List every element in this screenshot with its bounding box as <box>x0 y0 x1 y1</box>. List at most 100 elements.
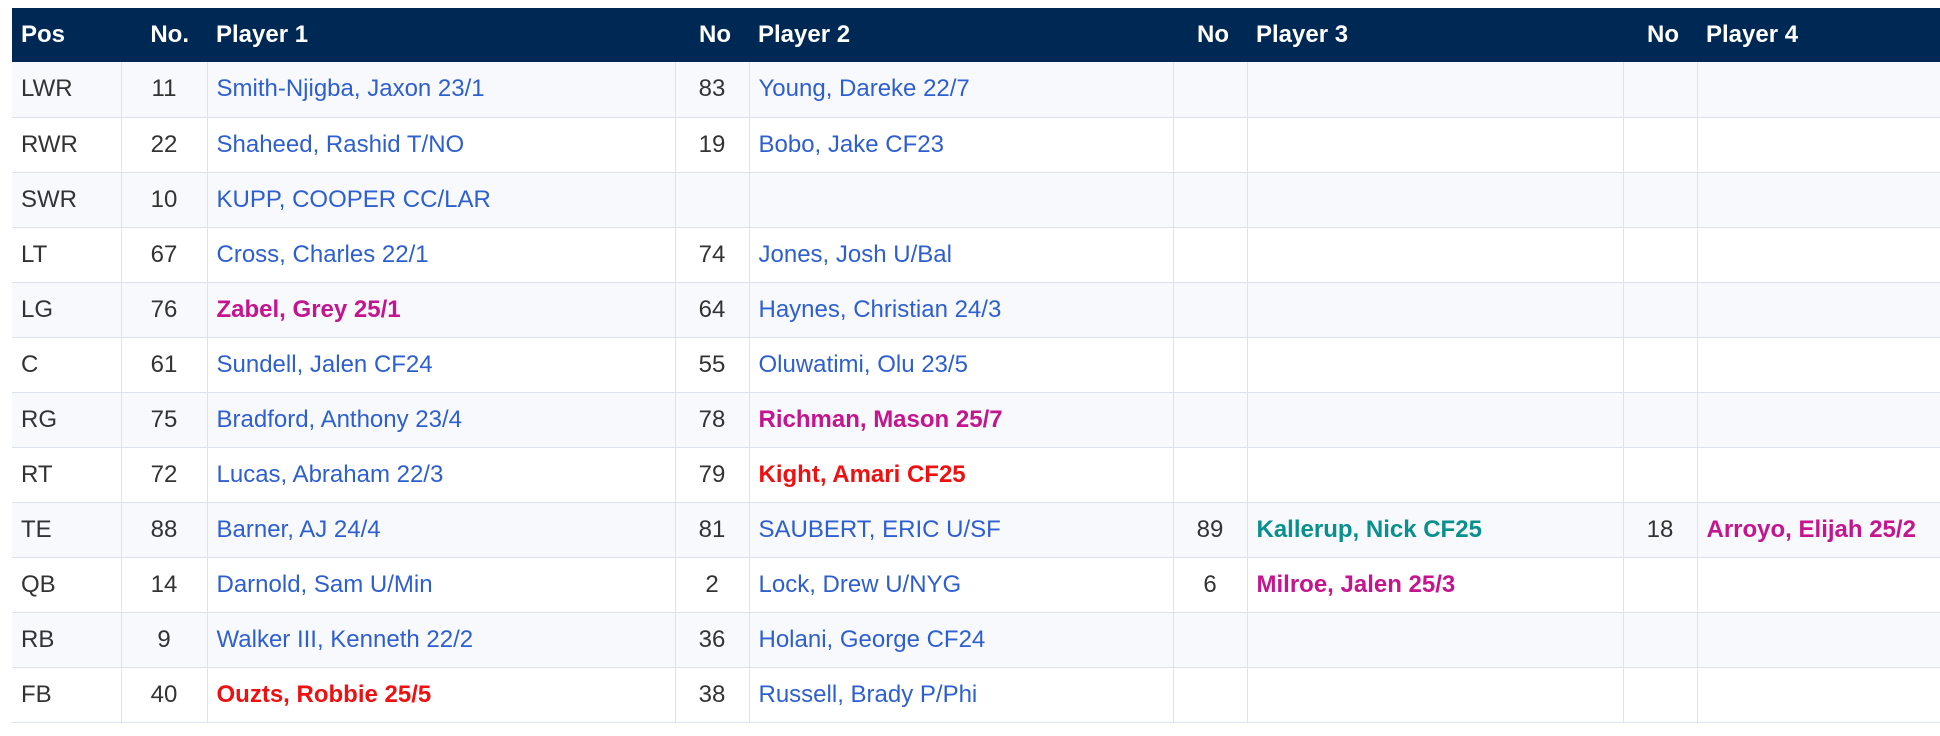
header-no-4: No <box>1647 21 1679 48</box>
player-link[interactable]: Arroyo, Elijah 25/2 <box>1697 502 1940 558</box>
position-cell: FB <box>12 667 122 723</box>
player-link <box>1697 172 1940 228</box>
jersey-number-cell <box>1623 172 1698 228</box>
table-row: C 61 Sundell, Jalen CF24 55 Oluwatimi, Olu 2… <box>12 337 1940 393</box>
jersey-number-cell: 78 <box>675 392 750 448</box>
jersey-number-cell <box>1623 282 1698 338</box>
player-link[interactable]: Holani, George CF24 <box>749 612 1174 668</box>
jersey-number-cell: 72 <box>121 447 208 503</box>
player-link <box>1247 337 1624 393</box>
player-link <box>1697 447 1940 503</box>
player-link <box>1697 557 1940 613</box>
position-cell: RT <box>12 447 122 503</box>
jersey-number-cell <box>1173 227 1248 283</box>
jersey-number-cell: 61 <box>121 337 208 393</box>
header-player-3: Player 3 <box>1256 21 1349 48</box>
player-link[interactable]: Lucas, Abraham 22/3 <box>207 447 676 503</box>
player-link <box>1697 227 1940 283</box>
jersey-number-cell: 76 <box>121 282 208 338</box>
player-link <box>1247 447 1624 503</box>
table-row: TE 88 Barner, AJ 24/4 81 SAUBERT, ERIC U/SF 8… <box>12 502 1940 558</box>
table-row: LWR 11 Smith-Njigba, Jaxon 23/1 83 Young, Da… <box>12 62 1940 118</box>
player-link[interactable]: Russell, Brady P/Phi <box>749 667 1174 723</box>
jersey-number-cell: 9 <box>121 612 208 668</box>
jersey-number-cell: 10 <box>121 172 208 228</box>
player-link[interactable]: Shaheed, Rashid T/NO <box>207 117 676 173</box>
player-link <box>1247 172 1624 228</box>
table-row: RT 72 Lucas, Abraham 22/3 79 Kight, Amari CF… <box>12 447 1940 503</box>
jersey-number-cell: 19 <box>675 117 750 173</box>
player-link[interactable]: Richman, Mason 25/7 <box>749 392 1174 448</box>
jersey-number-cell: 22 <box>121 117 208 173</box>
jersey-number-cell: 38 <box>675 667 750 723</box>
jersey-number-cell <box>1623 667 1698 723</box>
player-link[interactable]: Kallerup, Nick CF25 <box>1247 502 1624 558</box>
jersey-number-cell: 2 <box>675 557 750 613</box>
player-link[interactable]: Walker III, Kenneth 22/2 <box>207 612 676 668</box>
jersey-number-cell <box>675 172 750 228</box>
player-link <box>1697 667 1940 723</box>
player-link[interactable]: Zabel, Grey 25/1 <box>207 282 676 338</box>
player-link <box>1697 337 1940 393</box>
jersey-number-cell <box>1623 62 1698 118</box>
player-link <box>1247 667 1624 723</box>
jersey-number-cell <box>1623 447 1698 503</box>
jersey-number-cell <box>1623 557 1698 613</box>
player-link[interactable]: Ouzts, Robbie 25/5 <box>207 667 676 723</box>
player-link[interactable]: Oluwatimi, Olu 23/5 <box>749 337 1174 393</box>
header-player-1: Player 1 <box>216 21 309 48</box>
jersey-number-cell: 75 <box>121 392 208 448</box>
player-link[interactable]: SAUBERT, ERIC U/SF <box>749 502 1174 558</box>
player-link[interactable]: Jones, Josh U/Bal <box>749 227 1174 283</box>
jersey-number-cell: 74 <box>675 227 750 283</box>
jersey-number-cell: 6 <box>1173 557 1248 613</box>
player-link[interactable]: Smith-Njigba, Jaxon 23/1 <box>207 62 676 118</box>
position-cell: LG <box>12 282 122 338</box>
jersey-number-cell: 18 <box>1623 502 1698 558</box>
player-link[interactable]: Lock, Drew U/NYG <box>749 557 1174 613</box>
header-row: Pos No. Player 1 No Player 2 No Player 3… <box>12 8 1940 62</box>
player-link[interactable]: Darnold, Sam U/Min <box>207 557 676 613</box>
player-link[interactable]: Sundell, Jalen CF24 <box>207 337 676 393</box>
player-link[interactable]: Bradford, Anthony 23/4 <box>207 392 676 448</box>
player-link <box>1697 62 1940 118</box>
table-row: FB 40 Ouzts, Robbie 25/5 38 Russell, Brady P… <box>12 667 1940 723</box>
jersey-number-cell: 79 <box>675 447 750 503</box>
jersey-number-cell <box>1173 282 1248 338</box>
jersey-number-cell <box>1623 337 1698 393</box>
jersey-number-cell <box>1173 117 1248 173</box>
position-cell: QB <box>12 557 122 613</box>
table-row: RB 9 Walker III, Kenneth 22/2 36 Holani, Geo… <box>12 612 1940 668</box>
position-cell: RB <box>12 612 122 668</box>
jersey-number-cell <box>1173 667 1248 723</box>
table-row: LG 76 Zabel, Grey 25/1 64 Haynes, Christian … <box>12 282 1940 338</box>
player-link[interactable]: Kight, Amari CF25 <box>749 447 1174 503</box>
jersey-number-cell <box>1623 227 1698 283</box>
table-row: LT 67 Cross, Charles 22/1 74 Jones, Josh U/B… <box>12 227 1940 283</box>
player-link[interactable]: Barner, AJ 24/4 <box>207 502 676 558</box>
jersey-number-cell <box>1173 612 1248 668</box>
header-pos: Pos <box>21 21 66 48</box>
table-row: QB 14 Darnold, Sam U/Min 2 Lock, Drew U/NYG 6… <box>12 557 1940 613</box>
jersey-number-cell: 64 <box>675 282 750 338</box>
player-link[interactable]: Bobo, Jake CF23 <box>749 117 1174 173</box>
player-link[interactable]: Milroe, Jalen 25/3 <box>1247 557 1624 613</box>
player-link[interactable]: Haynes, Christian 24/3 <box>749 282 1174 338</box>
player-link[interactable]: KUPP, COOPER CC/LAR <box>207 172 676 228</box>
header-no-3: No <box>1197 21 1229 48</box>
player-link[interactable]: Young, Dareke 22/7 <box>749 62 1174 118</box>
player-link <box>1247 612 1624 668</box>
depth-chart-table: Pos No. Player 1 No Player 2 No Player 3… <box>12 8 1940 723</box>
position-cell: LT <box>12 227 122 283</box>
jersey-number-cell: 81 <box>675 502 750 558</box>
position-cell: C <box>12 337 122 393</box>
player-link[interactable]: Cross, Charles 22/1 <box>207 227 676 283</box>
player-link <box>1697 282 1940 338</box>
position-cell: TE <box>12 502 122 558</box>
position-cell: LWR <box>12 62 122 118</box>
jersey-number-cell <box>1623 392 1698 448</box>
header-no-1: No. <box>150 21 189 48</box>
jersey-number-cell: 67 <box>121 227 208 283</box>
jersey-number-cell: 14 <box>121 557 208 613</box>
jersey-number-cell: 83 <box>675 62 750 118</box>
